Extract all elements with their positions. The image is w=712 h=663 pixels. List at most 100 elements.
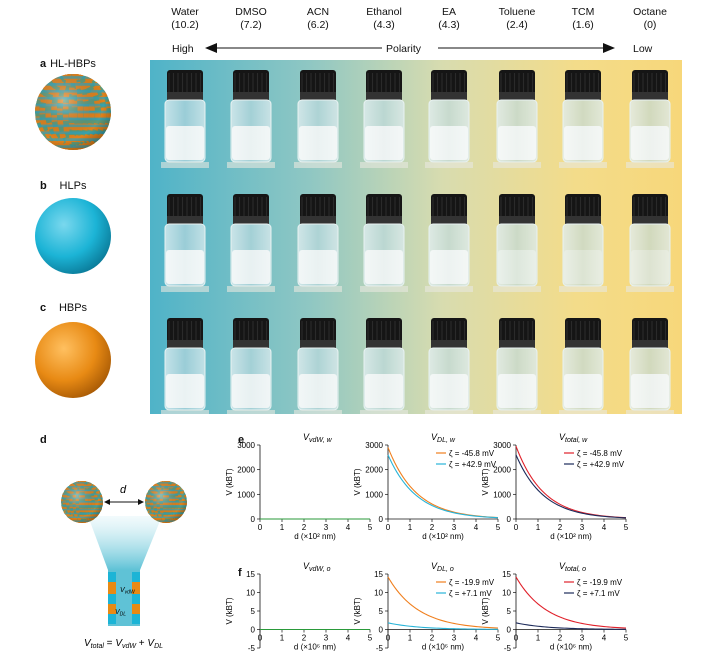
vial xyxy=(425,194,473,292)
series-line xyxy=(515,454,627,519)
chart-title: VDL, w xyxy=(431,432,456,444)
y-tick-label: 10 xyxy=(374,589,383,598)
solvent-toluene: Toluene (2.4) xyxy=(482,6,552,32)
y-tick-label: 2000 xyxy=(493,466,511,475)
y-tick-label: 5 xyxy=(379,607,384,616)
solvent-polarity-index: (7.2) xyxy=(240,19,262,31)
x-tick-label: 5 xyxy=(368,523,373,532)
solvent-tcm: TCM (1.6) xyxy=(548,6,618,32)
x-tick-label: 5 xyxy=(624,634,629,643)
x-tick-label: 3 xyxy=(324,634,329,643)
y-tick-label: 0 xyxy=(507,515,512,524)
x-tick-label: 3 xyxy=(324,523,329,532)
vial-photo-panel xyxy=(150,60,682,414)
y-tick-label: 0 xyxy=(379,515,384,524)
y-tick-label: 3000 xyxy=(237,441,255,450)
solvent-ethanol: Ethanol (4.3) xyxy=(349,6,419,32)
panel-letter-e: e xyxy=(238,434,245,446)
solvent-dmso: DMSO (7.2) xyxy=(216,6,286,32)
y-axis-label: V (kBT) xyxy=(225,468,234,495)
y-tick-label: 10 xyxy=(246,589,255,598)
y-tick-label: -5 xyxy=(376,644,384,653)
legend-entry: ζ = -45.8 mV xyxy=(449,449,495,458)
hbp-particle xyxy=(35,322,111,398)
y-tick-label: 0 xyxy=(251,626,256,635)
vial xyxy=(626,194,674,292)
y-tick-label: 1000 xyxy=(493,490,511,499)
x-tick-label: 0 xyxy=(514,523,519,532)
y-tick-label: 0 xyxy=(379,626,384,635)
y-tick-label: 15 xyxy=(502,570,511,579)
legend-entry: ζ = -19.9 mV xyxy=(577,578,623,587)
y-tick-label: -5 xyxy=(248,644,256,653)
solvent-polarity-index: (10.2) xyxy=(171,19,199,31)
y-axis-label: V (kBT) xyxy=(481,597,490,624)
x-tick-label: 1 xyxy=(536,523,541,532)
y-tick-label: 1000 xyxy=(237,490,255,499)
solvent-name: Toluene xyxy=(498,6,536,18)
x-tick-label: 2 xyxy=(302,634,307,643)
x-tick-label: 0 xyxy=(258,523,263,532)
x-tick-label: 1 xyxy=(536,634,541,643)
panel-letter-f: f xyxy=(238,567,242,579)
vial xyxy=(227,70,275,168)
x-tick-label: 4 xyxy=(474,634,479,643)
x-tick-label: 4 xyxy=(602,523,607,532)
particle-illustrations xyxy=(35,74,111,398)
solvent-acn: ACN (6.2) xyxy=(283,6,353,32)
x-axis-label: d (×10⁶ nm) xyxy=(294,643,337,652)
x-axis-label: d (×10⁶ nm) xyxy=(550,643,593,652)
x-tick-label: 5 xyxy=(496,523,501,532)
vial xyxy=(493,318,541,414)
x-tick-label: 2 xyxy=(558,634,563,643)
x-tick-label: 0 xyxy=(258,634,263,643)
y-tick-label: 15 xyxy=(246,570,255,579)
vial xyxy=(360,318,408,414)
row-label-hlps: HLPs xyxy=(59,180,87,192)
y-axis-label: V (kBT) xyxy=(353,468,362,495)
solvent-name: Water xyxy=(171,6,199,18)
x-tick-label: 5 xyxy=(368,634,373,643)
row-label-hbps: HBPs xyxy=(58,302,88,314)
x-axis-label: d (×10² nm) xyxy=(550,532,592,541)
y-tick-label: 3000 xyxy=(493,441,511,450)
chart-1: VvdW, w 0 1000 2000 3000 0 1 2 3 4 5 d (×10² nm) V (… xyxy=(225,432,373,541)
chart-title: VDL, o xyxy=(431,561,454,573)
solvent-polarity-index: (2.4) xyxy=(506,19,528,31)
vial xyxy=(559,318,607,414)
y-tick-label: -5 xyxy=(504,644,512,653)
solvent-name: DMSO xyxy=(235,6,267,18)
vdw-label: VvdW xyxy=(120,587,136,596)
legend-entry: ζ = +42.9 mV xyxy=(449,460,497,469)
vial xyxy=(559,70,607,168)
vial xyxy=(294,194,342,292)
x-tick-label: 3 xyxy=(452,523,457,532)
solvent-name: Octane xyxy=(633,6,667,18)
x-tick-label: 4 xyxy=(602,634,607,643)
zoom-cone xyxy=(88,516,162,570)
series-line xyxy=(387,622,499,630)
series-line xyxy=(515,576,627,629)
particle-left xyxy=(61,481,103,523)
x-tick-label: 2 xyxy=(430,634,435,643)
solvent-polarity-index: (6.2) xyxy=(307,19,329,31)
chart-3: Vtotal, w 0 1000 2000 3000 0 1 2 3 4 5 d (×10² nm) V… xyxy=(481,432,629,541)
x-tick-label: 3 xyxy=(580,634,585,643)
vial xyxy=(161,194,209,292)
polarity-arrow xyxy=(205,43,615,53)
y-tick-label: 5 xyxy=(251,607,256,616)
series-line xyxy=(515,622,627,630)
solvent-water: Water (10.2) xyxy=(150,6,220,32)
chart-title: Vtotal, o xyxy=(559,561,586,573)
vial xyxy=(626,70,674,168)
solvent-name: Ethanol xyxy=(366,6,402,18)
solvent-polarity-index: (4.3) xyxy=(438,19,460,31)
vial xyxy=(294,318,342,414)
panel-letter-c: c xyxy=(40,302,47,314)
vial xyxy=(227,318,275,414)
polarity-low: Low xyxy=(633,43,653,55)
x-axis-label: d (×10⁶ nm) xyxy=(422,643,465,652)
solvent-octane: Octane (0) xyxy=(615,6,685,32)
